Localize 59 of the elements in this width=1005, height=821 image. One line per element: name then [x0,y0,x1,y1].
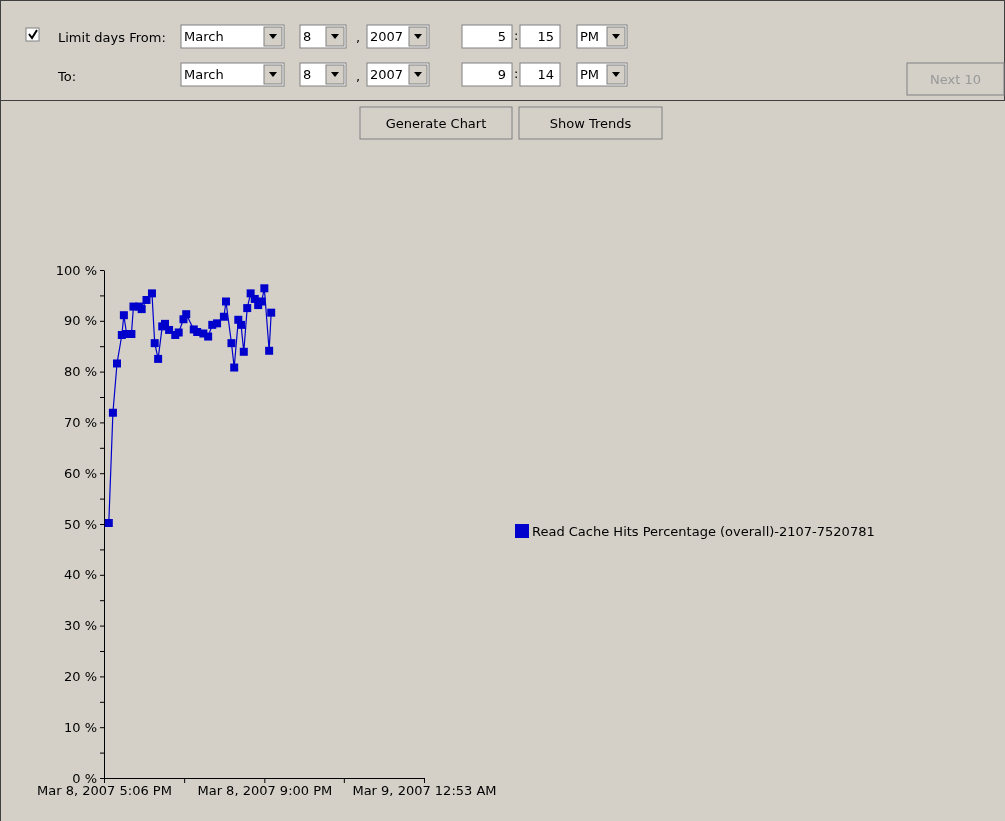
text: PM [580,67,600,82]
legend-label: Read Cache Hits Percentage (overall)-2107-7520781 [532,524,875,539]
text: 8 [303,67,312,82]
y-tick-label: 20 % [63,669,97,685]
y-tick-label: 0 % [72,770,97,786]
point [154,354,163,363]
point [243,304,252,313]
point [104,518,113,527]
text: March [184,29,224,44]
point [108,408,117,417]
text: Limit days From: [58,30,166,45]
point [204,332,213,341]
text: To: [57,69,77,84]
text: : [514,28,519,43]
y-tick-label: 60 % [63,465,97,481]
y-tick-label: 70 % [63,415,97,431]
y-tick-label: 50 % [63,516,97,532]
point [147,289,156,298]
point [119,311,128,320]
point [150,339,159,348]
point [182,310,191,319]
text: 5 [497,29,506,44]
text: 8 [303,29,312,44]
point [142,295,151,304]
point [239,347,248,356]
point [237,320,246,329]
text: 9 [497,67,506,82]
point [267,308,276,317]
y-tick-label: 40 % [63,567,97,583]
point [265,346,274,355]
y-tick-label: 90 % [63,313,97,329]
point [213,319,222,328]
point [219,312,228,321]
text: , [356,30,361,45]
y-tick-label: 100 % [55,262,97,278]
point [260,284,269,293]
point [230,363,239,372]
text: Next 10 [930,72,981,87]
point [257,297,266,306]
text: 14 [537,67,554,82]
x-tick-label: Mar 8, 2007 9:00 PM [197,783,333,799]
x-tick-label: Mar 9, 2007 12:53 AM [352,783,497,799]
x-tick-label: Mar 8, 2007 5:06 PM [37,783,172,799]
text: 2007 [370,29,404,44]
y-tick-label: 30 % [63,618,97,634]
text: 15 [537,29,554,44]
text: Generate Chart [385,116,487,131]
y-tick-label: 80 % [63,364,97,380]
text: March [184,67,224,82]
text: 2007 [370,67,404,82]
point [221,297,230,306]
point [113,359,122,368]
text: Show Trends [549,116,632,131]
text: : [514,66,519,81]
text: , [356,69,361,84]
y-tick-label: 10 % [63,719,97,735]
point [227,339,236,348]
text: PM [580,29,600,44]
point [165,325,174,334]
